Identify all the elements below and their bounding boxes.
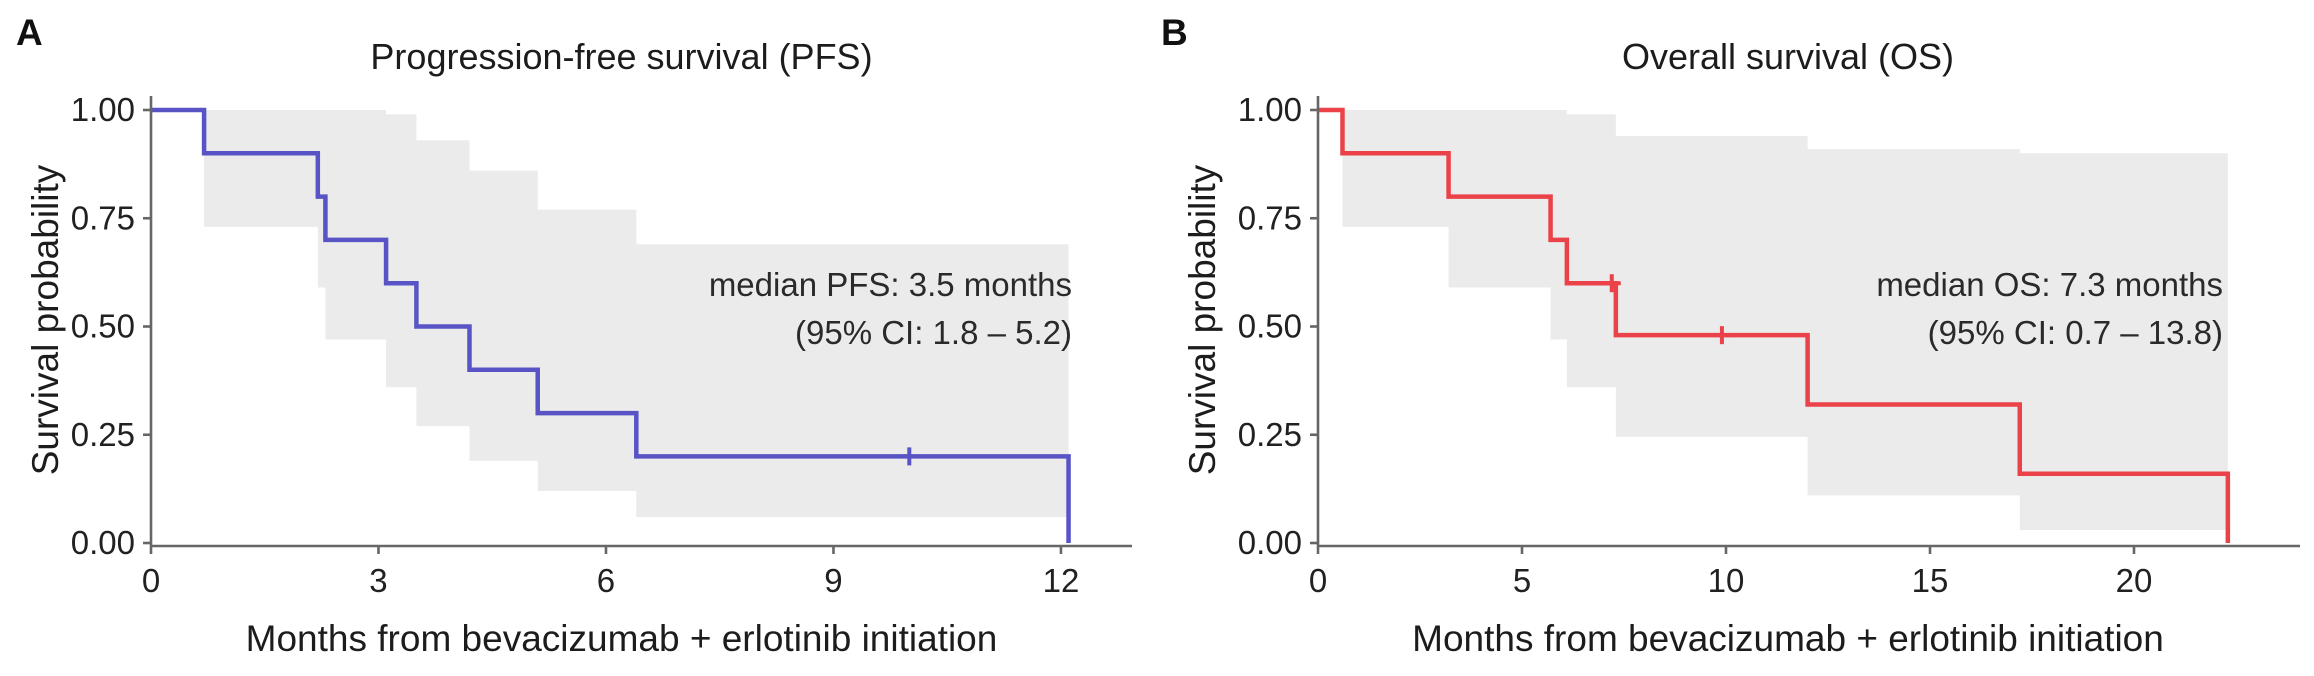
panel-letter-a: A: [16, 12, 43, 53]
y-tick-label: 0.50: [71, 308, 135, 345]
x-tick-label: 15: [1912, 562, 1949, 599]
x-tick-label: 20: [2116, 562, 2153, 599]
x-tick-label: 0: [1309, 562, 1327, 599]
survival-curve: [151, 107, 1071, 543]
os-km-plot: 0 5 10 15 20 0.00 0.25 0.50 0.75 1.00: [1238, 91, 2300, 599]
pfs-median-line: median PFS: 3.5 months: [708, 266, 1072, 303]
panel-pfs: 0 3 6 9 12 0.00 0.25 0.50 0.75 1.00 A Progression…: [16, 12, 1132, 659]
y-tick-label: 0.25: [1238, 416, 1302, 453]
pfs-ci-line: (95% CI: 1.8 – 5.2): [795, 314, 1072, 351]
x-tick-label: 3: [369, 562, 387, 599]
x-tick-label: 12: [1043, 562, 1080, 599]
os-ci-line: (95% CI: 0.7 – 13.8): [1927, 314, 2223, 351]
pfs-x-axis-label: Months from bevacizumab + erlotinib init…: [245, 618, 998, 659]
pfs-title: Progression-free survival (PFS): [370, 36, 873, 77]
y-tick-label: 1.00: [71, 91, 135, 128]
panel-os: 0 5 10 15 20 0.00 0.25 0.50 0.75 1.00 B Overall s…: [1157, 0, 2314, 676]
ci-band: [204, 110, 1069, 518]
x-tick-label: 10: [1708, 562, 1745, 599]
os-x-axis-label: Months from bevacizumab + erlotinib init…: [1412, 618, 2164, 659]
pfs-median-annotation: median PFS: 3.5 months (95% CI: 1.8 – 5.…: [709, 261, 1072, 357]
y-tick-label: 0.75: [71, 199, 135, 236]
os-median-annotation: median OS: 7.3 months (95% CI: 0.7 – 13.…: [1876, 261, 2223, 357]
x-tick-label: 9: [824, 562, 842, 599]
pfs-km-plot: 0 3 6 9 12 0.00 0.25 0.50 0.75 1.00: [71, 91, 1132, 599]
os-title: Overall survival (OS): [1621, 36, 1955, 77]
y-tick-label: 0.25: [71, 416, 135, 453]
pfs-y-axis-label: Survival probability: [25, 164, 66, 476]
os-y-axis-label: Survival probability: [1182, 164, 1223, 476]
ci-band: [1342, 110, 2228, 531]
y-tick-label: 1.00: [1238, 91, 1302, 128]
x-tick-label: 5: [1513, 562, 1531, 599]
x-tick-label: 6: [597, 562, 615, 599]
x-tick-label: 0: [142, 562, 160, 599]
survival-curve: [1318, 107, 2231, 543]
y-tick-label: 0.75: [1238, 199, 1302, 236]
panel-letter-b: B: [1161, 12, 1188, 53]
os-median-line: median OS: 7.3 months: [1876, 266, 2223, 303]
y-tick-label: 0.00: [1238, 524, 1302, 561]
y-tick-label: 0.50: [1238, 308, 1302, 345]
y-tick-label: 0.00: [71, 524, 135, 561]
